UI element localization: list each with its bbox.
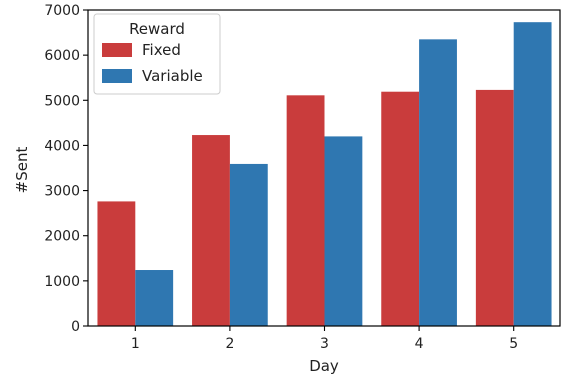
y-tick-label: 1000 (44, 274, 80, 290)
bar-fixed-day-5 (475, 89, 514, 327)
bar-fixed-day-3 (286, 95, 325, 326)
y-tick-label: 3000 (44, 184, 80, 200)
bar-fixed-day-1 (97, 201, 136, 326)
legend-items: Fixed Variable (102, 41, 203, 85)
y-tick-label: 2000 (44, 229, 80, 245)
x-tick-label: 1 (131, 336, 140, 352)
y-axis-ticks: 0 1000 2000 3000 4000 5000 6000 7000 (44, 3, 88, 335)
bar-variable-day-3 (324, 136, 363, 326)
y-axis-label: #Sent (13, 147, 31, 194)
x-axis-ticks: 1 2 3 4 5 (131, 326, 518, 352)
x-tick-label: 3 (320, 336, 329, 352)
bar-variable-day-1 (135, 270, 174, 326)
legend-label-fixed: Fixed (142, 41, 181, 59)
y-tick-label: 4000 (44, 138, 80, 154)
y-tick-label: 5000 (44, 93, 80, 109)
x-axis-label: Day (309, 357, 339, 375)
y-tick-label: 0 (71, 319, 80, 335)
x-tick-label: 2 (225, 336, 234, 352)
bar-fixed-day-4 (381, 91, 420, 327)
bar-fixed-day-2 (192, 135, 230, 326)
x-tick-label: 5 (509, 336, 518, 352)
x-tick-label: 4 (415, 336, 424, 352)
bar-variable-day-2 (229, 163, 268, 326)
bar-variable-day-5 (513, 22, 552, 326)
legend-title: Reward (129, 20, 185, 38)
legend: Reward Fixed Variable (93, 13, 221, 95)
y-tick-label: 7000 (44, 3, 80, 19)
legend-swatch-variable (102, 69, 132, 83)
legend-swatch-fixed (102, 43, 132, 57)
bars-layer (97, 22, 552, 327)
y-tick-label: 6000 (44, 48, 80, 64)
bar-variable-day-4 (419, 39, 457, 327)
legend-label-variable: Variable (142, 67, 203, 85)
